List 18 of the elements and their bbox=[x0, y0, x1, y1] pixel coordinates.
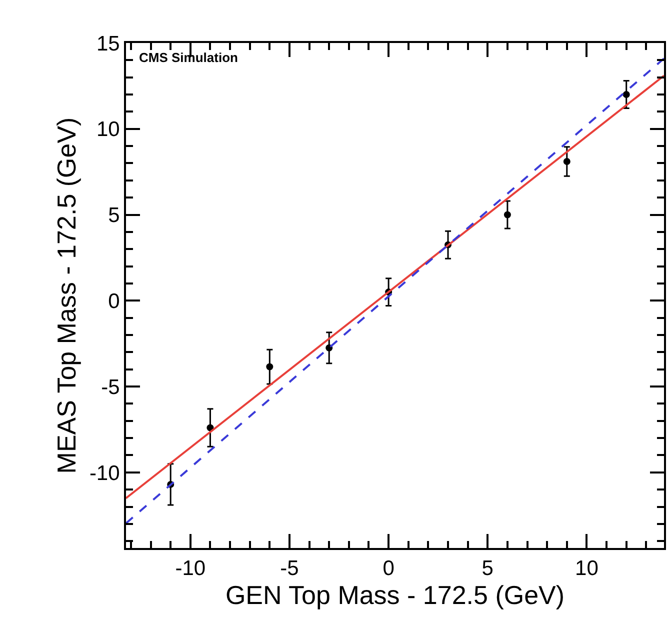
x-tick-label: 5 bbox=[482, 557, 494, 580]
x-tick-label: 0 bbox=[382, 557, 394, 580]
y-tick-label: 15 bbox=[96, 32, 120, 56]
x-axis-title: GEN Top Mass - 172.5 (GeV) bbox=[225, 580, 565, 610]
y-tick-label: -5 bbox=[101, 376, 120, 399]
y-tick-label: -10 bbox=[89, 462, 120, 485]
x-tick-label: -10 bbox=[175, 557, 206, 580]
y-tick-label: 0 bbox=[108, 290, 120, 313]
x-tick-label: -5 bbox=[280, 557, 299, 580]
point bbox=[563, 158, 570, 166]
y-axis-title: MEAS Top Mass - 172.5 (GeV) bbox=[51, 117, 82, 474]
point bbox=[504, 211, 511, 218]
x-tick-label: 10 bbox=[575, 557, 598, 580]
annotation: CMS Simulation bbox=[139, 50, 238, 65]
y-tick-label: 5 bbox=[108, 204, 120, 228]
point bbox=[622, 91, 630, 98]
y-tick-label: 10 bbox=[96, 118, 120, 142]
point bbox=[266, 363, 274, 370]
